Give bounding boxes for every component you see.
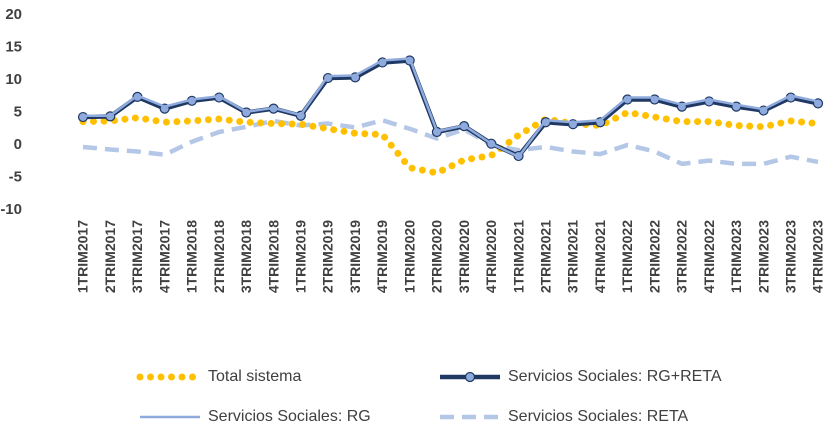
y-tick-label: 15 [5,38,22,55]
x-tick-label: 4TRIM2018 [265,220,281,293]
y-tick-label: 20 [5,6,22,23]
x-tick-label: 2TRIM2020 [429,220,445,293]
y-tick-label: -10 [0,201,22,218]
x-tick-label: 1TRIM2017 [75,220,91,293]
legend-label: Total sistema [208,368,301,385]
x-tick-label: 4TRIM2023 [810,220,826,293]
y-tick-label: -5 [9,168,22,185]
x-tick-label: 1TRIM2021 [510,220,526,293]
legend-label: Servicios Sociales: RETA [508,408,689,425]
x-tick-label: 3TRIM2017 [129,220,145,293]
x-tick-label: 4TRIM2021 [592,220,608,293]
y-tick-label: 5 [14,103,22,120]
x-tick-label: 2TRIM2023 [755,220,771,293]
x-tick-label: 2TRIM2017 [102,220,118,293]
x-tick-label: 3TRIM2018 [238,220,254,293]
marker [77,111,89,123]
x-tick-label: 2TRIM2021 [537,220,553,293]
x-tick-label: 4TRIM2020 [483,220,499,293]
legend-label: Servicios Sociales: RG+RETA [508,368,722,385]
x-tick-label: 1TRIM2022 [619,220,635,293]
x-tick-label: 1TRIM2018 [184,220,200,293]
x-tick-label: 1TRIM2019 [292,220,308,293]
x-tick-label: 3TRIM2022 [674,220,690,293]
x-tick-label: 1TRIM2023 [728,220,744,293]
y-tick-label: 10 [5,71,22,88]
x-tick-label: 3TRIM2021 [565,220,581,293]
x-tick-label: 1TRIM2020 [401,220,417,293]
x-tick-label: 3TRIM2020 [456,220,472,293]
line-series [82,118,819,167]
x-tick-label: 2TRIM2022 [646,220,662,293]
x-tick-label: 3TRIM2023 [782,220,798,293]
y-tick-label: 0 [14,136,22,153]
x-tick-label: 4TRIM2017 [156,220,172,293]
legend-label: Servicios Sociales: RG [208,408,371,425]
x-tick-label: 2TRIM2018 [211,220,227,293]
line-series [79,109,822,177]
x-tick-label: 4TRIM2019 [374,220,390,293]
line-series [83,57,819,158]
x-tick-label: 4TRIM2022 [701,220,717,293]
x-tick-label: 3TRIM2019 [347,220,363,293]
x-tick-label: 2TRIM2019 [320,220,336,293]
legend-marker [464,371,476,383]
